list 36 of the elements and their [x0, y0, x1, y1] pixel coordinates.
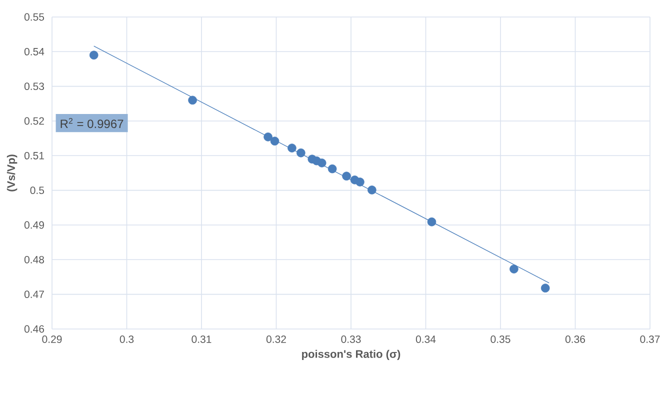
point: [342, 172, 351, 181]
x-tick-label: 0.34: [416, 336, 436, 343]
x-tick-label: 0.3: [120, 336, 134, 343]
x-axis-title: poisson's Ratio (σ): [302, 350, 400, 360]
point: [356, 178, 364, 186]
x-tick-label: 0.31: [192, 336, 212, 343]
y-tick-label: 0.5: [30, 186, 44, 194]
point: [510, 264, 518, 274]
point: [427, 217, 436, 226]
x-tick-label: 0.32: [266, 336, 286, 343]
point: [368, 186, 376, 194]
x-tick-label: 0.29: [42, 336, 62, 343]
point: [328, 164, 337, 174]
point: [317, 158, 326, 168]
y-tick-label: 0.48: [24, 256, 44, 264]
x-tick-label: 0.36: [565, 336, 585, 343]
x-tick-label: 0.33: [341, 336, 361, 343]
point: [296, 148, 306, 158]
annotation: R$^{2}$ = 0.9967: [60, 118, 124, 128]
x-tick-label: 0.35: [490, 336, 510, 343]
y-tick-label: 0.51: [24, 152, 44, 160]
y-tick-label: 0.52: [24, 117, 44, 125]
y-tick-label: 0.47: [24, 290, 44, 298]
point: [270, 136, 280, 146]
y-tick-label: 0.53: [24, 82, 44, 90]
y-axis-title: (Vs/Vp): [6, 154, 18, 192]
y-tick-label: 0.55: [24, 13, 44, 21]
point: [288, 144, 296, 152]
y-tick-label: 0.46: [24, 325, 44, 333]
y-tick-label: 0.54: [24, 48, 44, 56]
point: [540, 284, 550, 292]
point: [264, 132, 272, 142]
y-tick-label: 0.49: [24, 221, 44, 229]
point: [188, 96, 197, 105]
point: [89, 50, 98, 60]
x-tick-label: 0.37: [640, 336, 660, 343]
